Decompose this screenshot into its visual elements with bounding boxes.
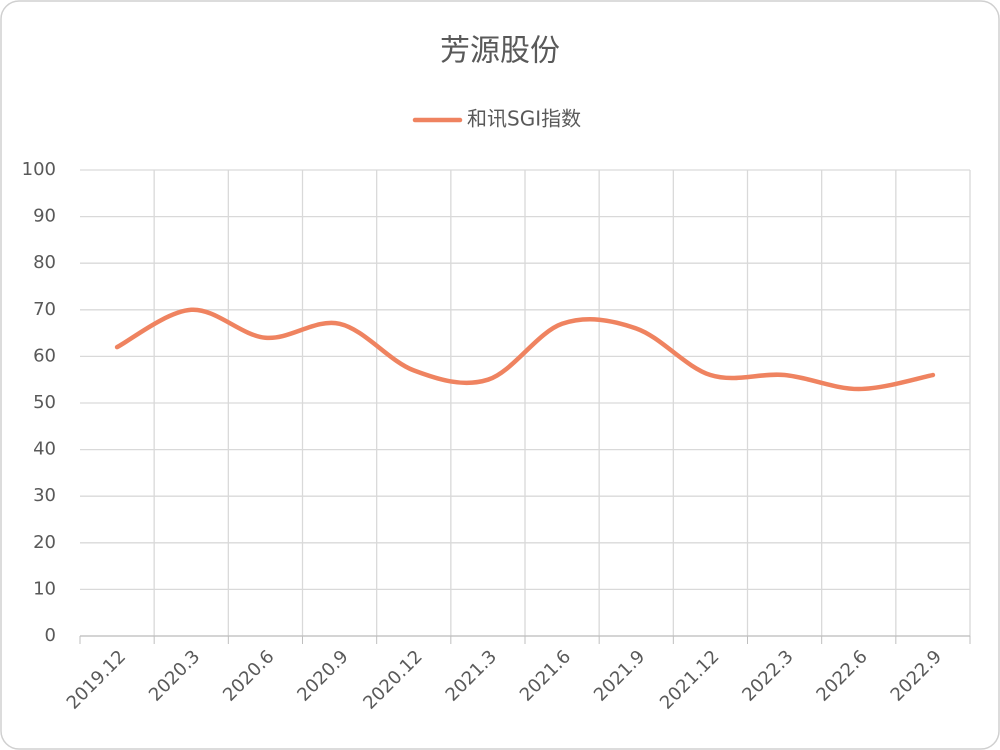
y-tick-label: 10	[33, 578, 56, 599]
y-tick-label: 50	[33, 392, 56, 413]
y-tick-label: 0	[45, 625, 56, 646]
chart-title: 芳源股份	[440, 34, 560, 69]
legend-label: 和讯SGI指数	[467, 107, 581, 131]
y-tick-label: 20	[33, 532, 56, 553]
y-tick-label: 40	[33, 439, 56, 460]
y-tick-label: 100	[22, 159, 56, 180]
y-tick-label: 70	[33, 299, 56, 320]
y-tick-label: 90	[33, 206, 56, 227]
y-tick-label: 30	[33, 485, 56, 506]
y-tick-label: 80	[33, 252, 56, 273]
y-tick-label: 60	[33, 345, 56, 366]
line	[114, 307, 936, 392]
